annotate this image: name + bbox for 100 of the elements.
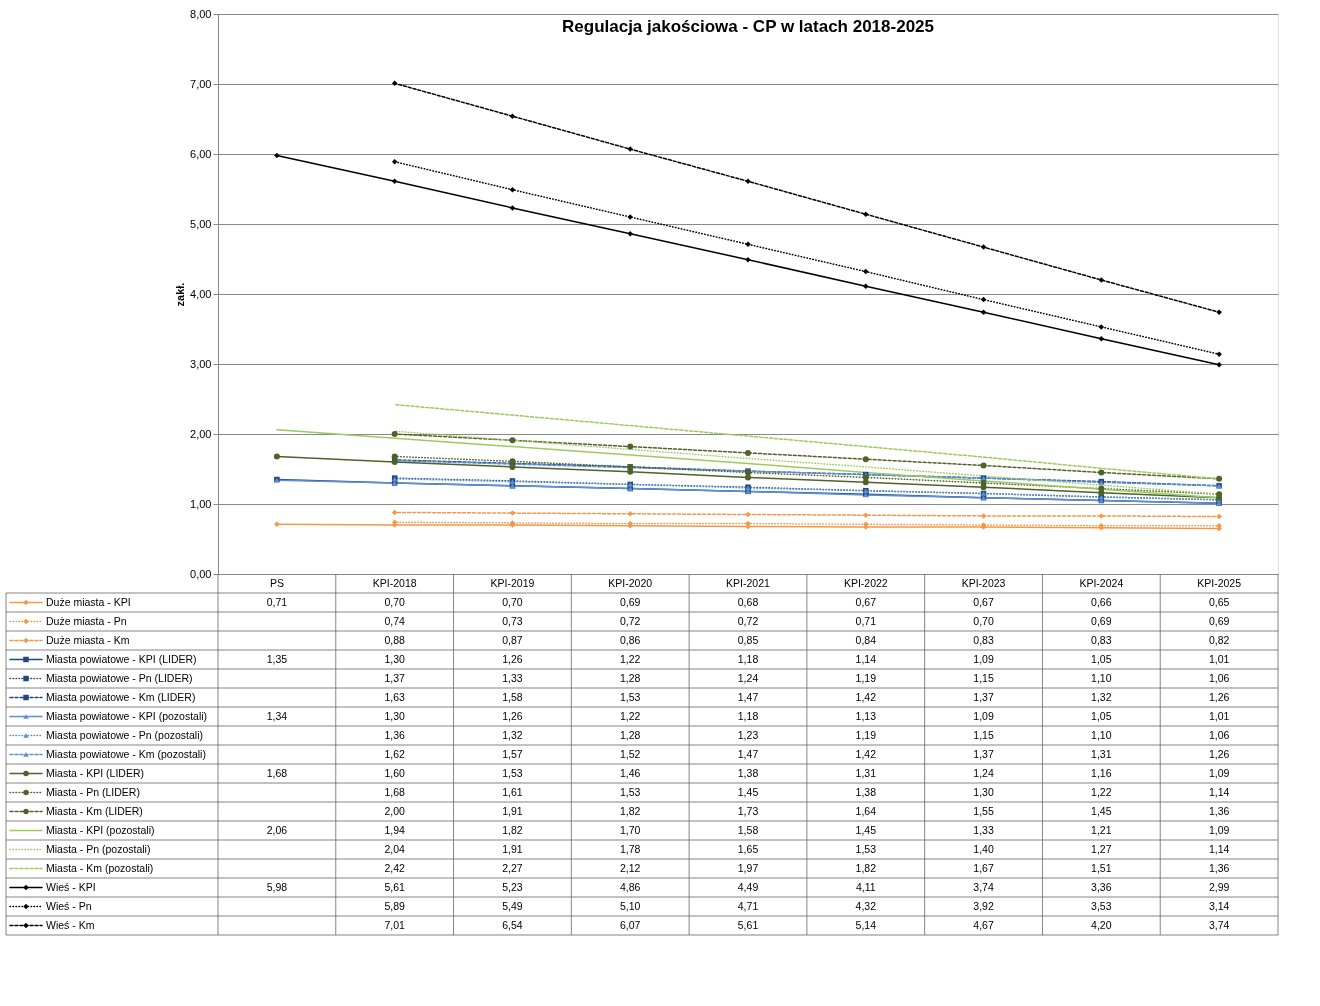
data-label: 1,05: [1091, 652, 1112, 665]
legend-label: Miasta powiatowe - Km (pozostali): [46, 747, 206, 760]
x-tick-label: KPI-2020: [608, 576, 653, 589]
data-label: 1,23: [737, 728, 759, 741]
legend-label: Duże miasta - KPI: [46, 595, 131, 608]
data-label: 1,14: [1208, 785, 1230, 798]
data-label: 0,87: [502, 633, 523, 646]
data-label: 4,11: [855, 880, 876, 893]
data-label: 3,74: [1208, 918, 1230, 931]
data-label: 1,33: [502, 671, 523, 684]
data-label: 1,30: [384, 709, 406, 722]
data-label: 1,53: [620, 690, 641, 703]
data-label: 4,71: [737, 899, 759, 912]
y-tick-label: 5,00: [190, 217, 212, 230]
data-label: 1,34: [266, 709, 288, 722]
data-label: 2,06: [266, 823, 288, 836]
data-label: 1,24: [737, 671, 759, 684]
data-label: 0,86: [620, 633, 641, 646]
data-label: 1,06: [1208, 728, 1230, 741]
data-label: 1,05: [1091, 709, 1112, 722]
data-label: 1,61: [502, 785, 523, 798]
data-label: 1,26: [502, 652, 523, 665]
data-label: 1,01: [1208, 709, 1230, 722]
legend-label: Miasta - Km (LIDER): [46, 804, 143, 817]
data-label: 1,82: [855, 861, 877, 874]
data-label: 1,60: [384, 766, 406, 779]
data-label: 1,24: [973, 766, 994, 779]
data-label: 1,42: [855, 747, 877, 760]
data-label: 1,32: [502, 728, 523, 741]
data-label: 1,22: [620, 652, 641, 665]
data-label: 0,67: [855, 595, 877, 608]
data-label: 4,49: [737, 880, 759, 893]
data-label: 1,91: [502, 842, 523, 855]
data-label: 1,57: [502, 747, 523, 760]
y-tick-label: 3,00: [190, 357, 212, 370]
data-label: 1,09: [973, 652, 994, 665]
data-label: 2,12: [620, 861, 641, 874]
legend-label: Wieś - Km: [46, 918, 95, 931]
data-label: 1,10: [1091, 671, 1112, 684]
x-tick-label: KPI-2021: [726, 576, 771, 589]
x-tick-label: KPI-2019: [490, 576, 535, 589]
data-label: 1,67: [973, 861, 994, 874]
data-label: 1,31: [855, 766, 877, 779]
data-label: 1,10: [1091, 728, 1112, 741]
data-label: 1,06: [1208, 671, 1230, 684]
data-label: 1,47: [737, 747, 759, 760]
legend-label: Miasta powiatowe - Km (LIDER): [46, 690, 196, 703]
data-label: 3,53: [1091, 899, 1112, 912]
data-label: 1,58: [502, 690, 523, 703]
legend-label: Miasta - Pn (LIDER): [46, 785, 140, 798]
data-label: 5,14: [855, 918, 877, 931]
data-label: 1,64: [855, 804, 877, 817]
data-label: 1,53: [502, 766, 523, 779]
data-label: 2,99: [1208, 880, 1230, 893]
legend-label: Duże miasta - Km: [46, 633, 130, 646]
data-label: 1,45: [855, 823, 877, 836]
data-label: 1,52: [620, 747, 641, 760]
y-tick-label: 7,00: [190, 77, 212, 90]
data-label: 1,37: [973, 690, 994, 703]
x-tick-label: KPI-2023: [961, 576, 1006, 589]
data-label: 0,71: [266, 595, 288, 608]
data-label: 1,91: [502, 804, 523, 817]
data-label: 5,61: [384, 880, 406, 893]
data-label: 1,36: [1208, 804, 1230, 817]
data-label: 0,68: [737, 595, 759, 608]
data-label: 6,54: [502, 918, 523, 931]
data-label: 6,07: [620, 918, 641, 931]
data-label: 5,61: [737, 918, 759, 931]
data-label: 1,19: [855, 671, 877, 684]
data-label: 1,21: [1091, 823, 1112, 836]
data-label: 3,14: [1208, 899, 1230, 912]
data-label: 3,74: [973, 880, 994, 893]
data-label: 0,83: [973, 633, 994, 646]
data-label: 1,09: [1208, 766, 1230, 779]
legend-label: Miasta - Km (pozostali): [46, 861, 154, 874]
data-label: 5,49: [502, 899, 523, 912]
data-label: 1,33: [973, 823, 994, 836]
data-label: 5,23: [502, 880, 523, 893]
data-label: 0,66: [1091, 595, 1112, 608]
data-label: 2,00: [384, 804, 406, 817]
data-label: 2,27: [502, 861, 523, 874]
data-label: 1,09: [1208, 823, 1230, 836]
legend-label: Wieś - KPI: [46, 880, 96, 893]
data-label: 1,45: [1091, 804, 1112, 817]
data-label: 1,45: [737, 785, 759, 798]
x-tick-label: KPI-2018: [372, 576, 417, 589]
legend-label: Miasta powiatowe - KPI (pozostali): [46, 709, 208, 722]
data-label: 1,97: [737, 861, 759, 874]
data-label: 1,14: [855, 652, 877, 665]
data-label: 2,42: [384, 861, 406, 874]
data-label: 1,53: [620, 785, 641, 798]
data-label: 0,72: [620, 614, 641, 627]
data-label: 1,15: [973, 728, 994, 741]
data-label: 7,01: [384, 918, 406, 931]
data-label: 1,28: [620, 728, 641, 741]
y-tick-label: 2,00: [190, 427, 212, 440]
data-label: 1,51: [1091, 861, 1112, 874]
data-label: 1,94: [384, 823, 406, 836]
data-label: 1,37: [384, 671, 406, 684]
data-label: 1,78: [620, 842, 641, 855]
